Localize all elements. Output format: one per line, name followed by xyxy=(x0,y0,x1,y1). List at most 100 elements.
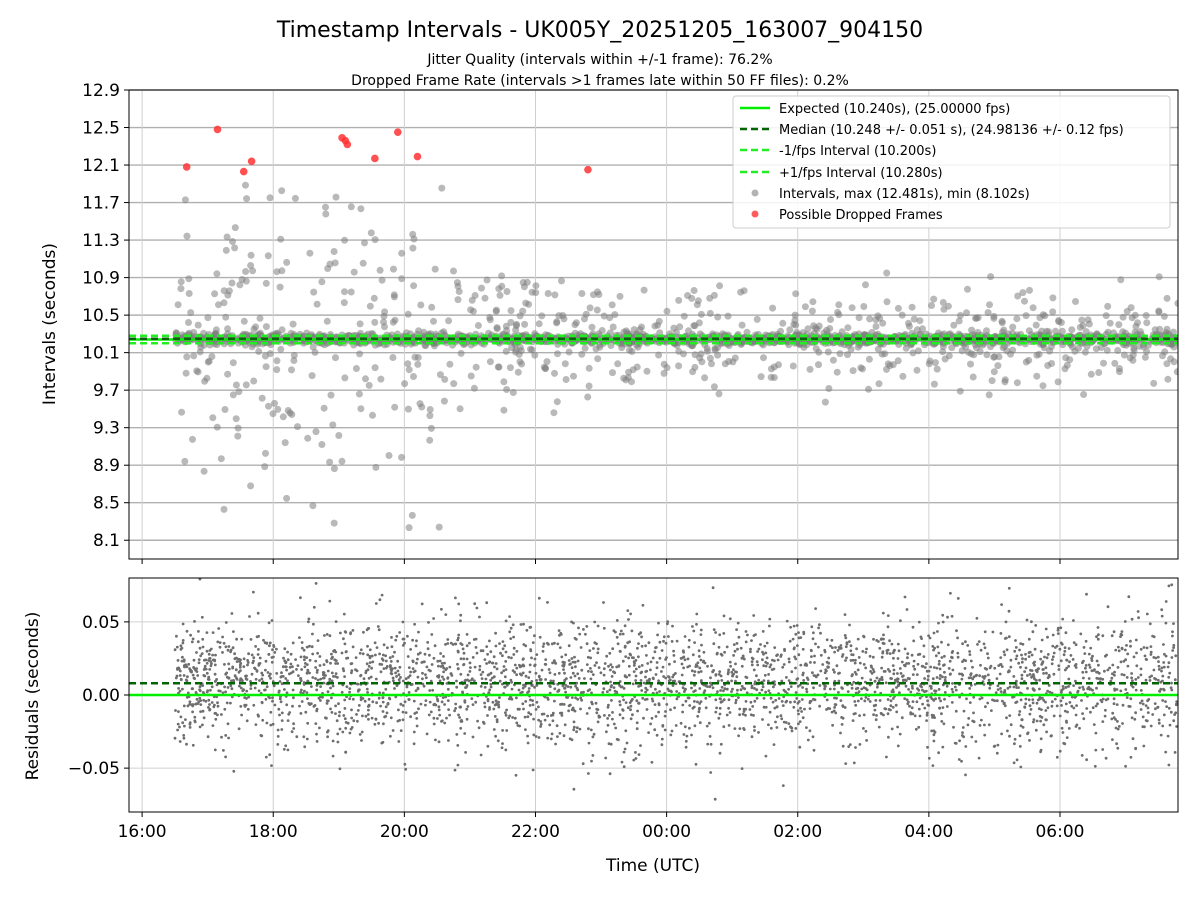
interval-point-1590 xyxy=(446,360,454,368)
residual-point-1193 xyxy=(742,727,745,730)
residual-point-2308 xyxy=(958,695,961,699)
residual-point-1375 xyxy=(270,619,274,622)
interval-point-1979 xyxy=(889,361,897,369)
residual-point-379 xyxy=(186,704,190,708)
residual-point-1328 xyxy=(950,701,954,704)
interval-point-2156 xyxy=(655,351,663,359)
residual-point-159 xyxy=(214,717,218,721)
interval-point-1561 xyxy=(821,398,829,406)
residual-point-2466 xyxy=(787,657,791,661)
residual-point-2495 xyxy=(554,742,557,746)
residual-point-2493 xyxy=(854,746,857,749)
residual-point-2351 xyxy=(892,672,896,676)
interval-point-2104 xyxy=(513,320,520,328)
interval-point-1529 xyxy=(320,404,328,412)
residual-point-742 xyxy=(197,630,200,633)
residual-point-832 xyxy=(1094,748,1098,752)
interval-point-2081 xyxy=(835,301,843,309)
residual-point-1604 xyxy=(735,642,739,645)
residual-point-510 xyxy=(814,607,817,610)
interval-point-2042 xyxy=(584,393,592,401)
residual-point-129 xyxy=(700,643,703,647)
residual-point-505 xyxy=(477,726,481,730)
residual-point-1960 xyxy=(443,721,447,725)
residual-point-58 xyxy=(173,648,177,652)
residual-point-2084 xyxy=(591,673,595,676)
residual-point-2192 xyxy=(492,655,496,659)
residual-point-595 xyxy=(428,689,432,692)
residual-point-2071 xyxy=(482,722,486,725)
residual-point-491 xyxy=(522,707,525,711)
residual-point-1106 xyxy=(710,664,713,668)
residual-point-305 xyxy=(1012,761,1016,765)
residual-point-2109 xyxy=(310,685,313,688)
residual-point-444 xyxy=(664,641,668,645)
residual-point-2551 xyxy=(465,633,469,636)
residual-point-890 xyxy=(375,701,378,705)
residual-point-1600 xyxy=(432,722,436,726)
interval-point-2007 xyxy=(590,291,597,299)
residual-point-1919 xyxy=(586,689,590,693)
residual-point-2301 xyxy=(537,596,541,600)
residual-point-2287 xyxy=(367,717,370,721)
residual-point-2458 xyxy=(805,687,808,691)
residual-point-1882 xyxy=(384,714,388,718)
residual-point-736 xyxy=(861,650,865,653)
residual-point-1361 xyxy=(739,646,743,650)
residual-point-2081 xyxy=(1082,676,1085,680)
residual-point-1885 xyxy=(640,644,644,648)
residual-point-1096 xyxy=(769,663,773,667)
residual-point-2527 xyxy=(614,726,618,730)
residual-point-1905 xyxy=(596,624,600,628)
residual-point-582 xyxy=(1130,716,1134,720)
residual-point-899 xyxy=(851,658,855,662)
residual-point-2667 xyxy=(853,700,857,703)
interval-point-1459 xyxy=(289,320,297,328)
residual-point-1188 xyxy=(201,645,205,649)
residual-point-1386 xyxy=(192,666,196,670)
residual-point-986 xyxy=(735,670,738,674)
interval-point-2037 xyxy=(984,309,992,317)
interval-point-1837 xyxy=(1159,352,1166,360)
interval-point-1469 xyxy=(1081,348,1089,356)
residual-point-619 xyxy=(242,665,246,668)
residual-point-1176 xyxy=(976,643,979,646)
interval-point-1792 xyxy=(559,312,567,319)
residual-point-40 xyxy=(1139,673,1143,677)
residual-point-653 xyxy=(496,739,500,743)
residual-point-1493 xyxy=(393,687,396,690)
residual-point-2642 xyxy=(946,643,950,647)
interval-point-1743 xyxy=(213,270,221,278)
residual-point-2457 xyxy=(915,673,919,676)
residual-point-586 xyxy=(375,646,379,649)
interval-point-1719 xyxy=(190,352,198,360)
residual-point-1349 xyxy=(315,684,319,687)
residual-point-121 xyxy=(817,626,820,630)
residual-point-761 xyxy=(200,615,204,619)
residual-point-1782 xyxy=(243,703,247,707)
residual-point-2051 xyxy=(546,714,549,718)
residual-point-1445 xyxy=(589,667,592,670)
residual-point-1289 xyxy=(1093,764,1097,768)
residual-point-629 xyxy=(585,642,589,646)
interval-point-1752 xyxy=(611,311,619,319)
residual-point-672 xyxy=(446,687,450,691)
interval-point-1906 xyxy=(695,319,703,327)
residual-point-1414 xyxy=(864,651,868,654)
interval-point-2044 xyxy=(436,371,444,379)
interval-point-1716 xyxy=(203,374,211,382)
interval-point-1835 xyxy=(571,321,579,329)
residual-point-1137 xyxy=(1050,700,1054,704)
residual-point-2686 xyxy=(646,662,650,665)
residual-point-1767 xyxy=(1135,651,1138,655)
interval-point-1632 xyxy=(1085,320,1093,328)
residual-point-2236 xyxy=(489,678,493,682)
residual-point-1236 xyxy=(1024,697,1028,701)
residual-point-1324 xyxy=(996,743,1000,747)
interval-point-1729 xyxy=(503,288,511,295)
residual-point-1975 xyxy=(1003,637,1007,640)
residual-point-1456 xyxy=(858,743,862,746)
residual-point-125 xyxy=(798,745,802,749)
residual-point-1431 xyxy=(1167,661,1171,665)
interval-point-2005 xyxy=(247,262,255,269)
